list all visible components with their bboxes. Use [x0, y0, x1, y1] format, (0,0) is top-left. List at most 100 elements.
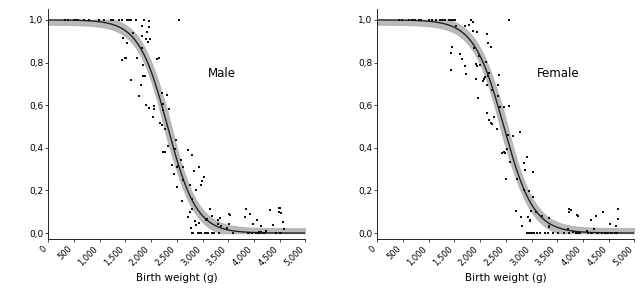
- Point: [529, 231, 539, 235]
- Point: [610, 231, 620, 235]
- Point: [524, 230, 535, 235]
- Point: [540, 231, 551, 235]
- Point: [256, 230, 267, 235]
- Point: [486, 121, 497, 126]
- Point: [144, 25, 154, 29]
- Point: [474, 53, 484, 58]
- Point: [455, 51, 465, 56]
- Point: [214, 231, 225, 235]
- Point: [589, 227, 600, 232]
- Point: [142, 29, 152, 34]
- Point: [612, 207, 623, 212]
- Point: [93, 17, 104, 22]
- Point: [592, 231, 603, 235]
- Point: [571, 231, 582, 235]
- Point: [414, 17, 424, 22]
- Point: [256, 223, 267, 228]
- Point: [128, 31, 138, 36]
- Point: [528, 194, 538, 199]
- Point: [527, 231, 538, 235]
- Point: [544, 224, 554, 229]
- Point: [240, 215, 250, 220]
- Point: [201, 217, 211, 222]
- Point: [171, 138, 181, 142]
- Point: [243, 231, 254, 235]
- Point: [106, 17, 116, 22]
- Point: [187, 153, 198, 158]
- Point: [136, 83, 146, 87]
- Point: [446, 44, 457, 49]
- Point: [187, 231, 198, 235]
- Point: [450, 24, 460, 29]
- Point: [531, 209, 542, 214]
- Point: [430, 17, 440, 22]
- Point: [255, 231, 265, 235]
- Point: [503, 132, 513, 137]
- Point: [535, 231, 545, 235]
- Point: [472, 29, 482, 34]
- Point: [172, 165, 182, 170]
- Point: [479, 75, 489, 80]
- Point: [446, 68, 456, 72]
- Point: [261, 228, 272, 233]
- Point: [216, 223, 227, 228]
- Point: [254, 230, 264, 235]
- Point: [156, 91, 167, 95]
- Point: [163, 143, 173, 148]
- Point: [559, 231, 569, 235]
- Point: [564, 227, 574, 232]
- Point: [522, 231, 533, 235]
- Point: [275, 231, 285, 235]
- Point: [512, 177, 522, 181]
- Point: [583, 231, 593, 235]
- Point: [178, 177, 189, 182]
- Point: [249, 222, 259, 227]
- Point: [172, 185, 182, 189]
- Point: [228, 231, 238, 235]
- Point: [62, 17, 73, 22]
- Point: [564, 231, 574, 235]
- Point: [99, 17, 109, 22]
- Point: [145, 37, 155, 42]
- Point: [183, 148, 193, 153]
- Point: [424, 17, 434, 22]
- Point: [572, 213, 582, 218]
- Point: [196, 231, 206, 235]
- Point: [586, 217, 596, 222]
- Point: [522, 154, 533, 159]
- Point: [276, 231, 286, 235]
- Point: [525, 218, 535, 223]
- Point: [489, 114, 500, 119]
- Point: [600, 231, 610, 235]
- Point: [468, 20, 478, 25]
- Point: [157, 149, 167, 154]
- Point: [607, 231, 617, 235]
- Point: [173, 163, 184, 168]
- Point: [507, 134, 518, 139]
- Point: [193, 165, 204, 170]
- Point: [598, 210, 608, 215]
- Point: [606, 231, 616, 235]
- Point: [276, 210, 286, 215]
- Point: [213, 221, 223, 226]
- Point: [155, 121, 165, 126]
- Point: [252, 231, 263, 235]
- Point: [84, 17, 94, 22]
- Point: [526, 208, 536, 213]
- Point: [427, 17, 437, 22]
- Point: [460, 72, 471, 76]
- Point: [191, 222, 202, 227]
- Point: [483, 41, 493, 46]
- Point: [137, 74, 147, 79]
- Point: [404, 17, 414, 22]
- Point: [214, 216, 225, 221]
- Point: [140, 73, 150, 78]
- Point: [487, 122, 497, 126]
- Point: [274, 206, 284, 211]
- Point: [258, 231, 269, 235]
- Point: [520, 167, 530, 172]
- Point: [460, 23, 470, 28]
- Point: [194, 220, 204, 225]
- Point: [79, 17, 90, 22]
- Point: [207, 231, 218, 235]
